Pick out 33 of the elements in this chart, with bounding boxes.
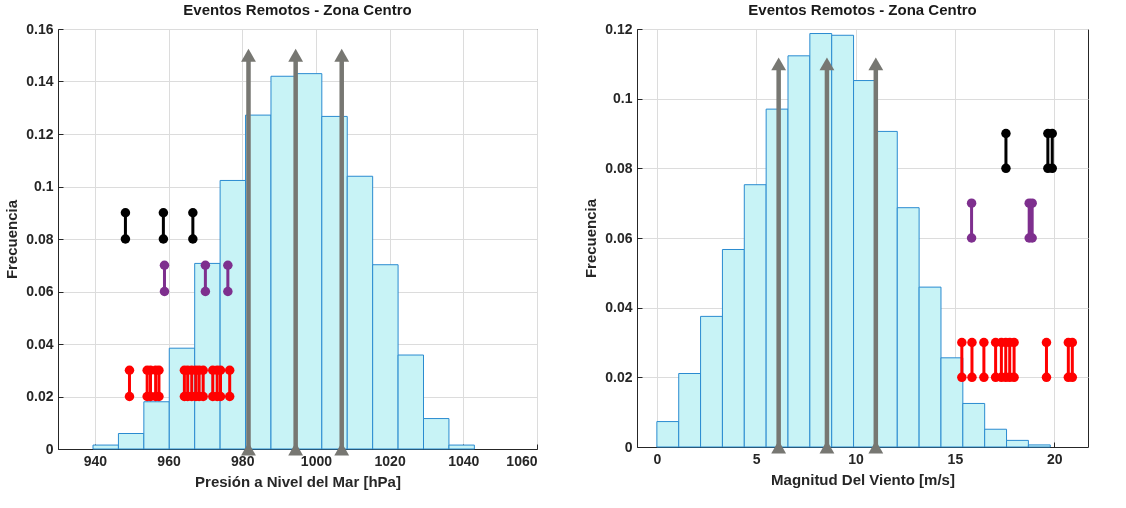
y-tick-label: 0.06 (605, 229, 633, 246)
x-tick-label: 940 (83, 452, 108, 469)
chart-title: Eventos Remotos - Zona Centro (748, 1, 977, 18)
x-tick-label: 1060 (506, 452, 538, 469)
x-tick-label: 20 (1046, 450, 1063, 467)
y-tick-label: 0.08 (26, 230, 54, 247)
x-tick-label: 980 (231, 452, 255, 469)
x-tick-label: 10 (848, 450, 865, 467)
x-tick-label: 1020 (374, 452, 406, 469)
y-axis-title: Frecuencia (3, 199, 21, 280)
y-tick-label: 0.08 (605, 159, 633, 176)
y-tick-label: 0.04 (605, 299, 633, 316)
y-axis-title: Frecuencia (582, 198, 600, 279)
y-tick-label: 0.14 (26, 73, 54, 89)
x-tick-label: 1000 (300, 452, 333, 469)
x-tick-label: 0 (653, 450, 662, 467)
y-tick-label: 0.02 (26, 388, 54, 404)
y-tick-label: 0.06 (26, 283, 54, 299)
x-tick-label: 960 (157, 452, 181, 469)
y-tick-label: 0.12 (605, 20, 633, 37)
x-tick-label: 5 (752, 450, 761, 467)
y-tick-label: 0.04 (26, 335, 54, 352)
y-tick-label: 0.1 (613, 90, 633, 107)
chart-title: Eventos Remotos - Zona Centro (183, 1, 412, 18)
y-tick-label: 0.16 (26, 20, 54, 37)
x-tick-label: 1040 (448, 452, 480, 469)
y-tick-label: 0.1 (34, 178, 54, 194)
x-axis-title: Magnitud Del Viento [m/s] (771, 470, 955, 488)
y-tick-label: 0 (624, 438, 633, 455)
x-tick-label: 15 (947, 450, 964, 467)
x-axis-title: Presión a Nivel del Mar [hPa] (195, 472, 401, 490)
y-tick-label: 0.02 (605, 368, 633, 385)
y-tick-label: 0.12 (26, 125, 54, 142)
